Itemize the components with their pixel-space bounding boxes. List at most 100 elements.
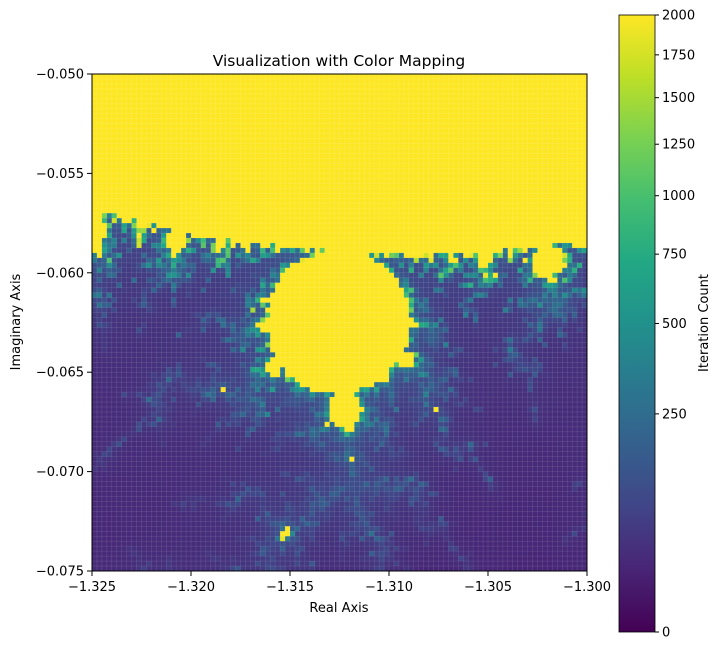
heatmap-cell — [339, 242, 345, 249]
heatmap-cell — [522, 238, 528, 244]
heatmap-cell — [582, 198, 588, 204]
heatmap-cell — [483, 228, 489, 234]
heatmap-cell — [537, 238, 543, 244]
heatmap-cell — [126, 252, 132, 259]
heatmap-cell — [463, 173, 469, 179]
heatmap-cell — [230, 103, 236, 110]
heatmap-cell — [438, 183, 444, 189]
heatmap-cell — [418, 103, 425, 110]
heatmap-cell — [354, 238, 360, 244]
heatmap-cell — [205, 113, 212, 120]
heatmap-cell — [339, 317, 345, 323]
heatmap-cell — [255, 223, 261, 229]
heatmap-cell — [354, 228, 360, 234]
heatmap-cell — [384, 88, 390, 95]
heatmap-cell — [393, 143, 400, 149]
heatmap-cell — [418, 287, 425, 294]
heatmap-cell — [537, 173, 543, 179]
heatmap-cell — [195, 118, 202, 125]
heatmap-cell — [309, 282, 316, 289]
heatmap-cell — [215, 213, 222, 219]
heatmap-cell — [171, 193, 177, 199]
heatmap-cell — [205, 238, 212, 244]
heatmap-cell — [433, 103, 439, 110]
heatmap-cell — [96, 282, 103, 289]
heatmap-cell — [200, 98, 207, 105]
heatmap-cell — [497, 198, 504, 204]
heatmap-cell — [314, 242, 321, 249]
heatmap-cell — [136, 108, 142, 115]
heatmap-cell — [250, 198, 256, 204]
heatmap-cell — [369, 163, 375, 169]
heatmap-cell — [547, 108, 553, 115]
heatmap-cell — [126, 93, 132, 100]
heatmap-cell — [324, 163, 330, 169]
heatmap-cell — [364, 133, 370, 140]
heatmap-cell — [478, 168, 484, 174]
heatmap-cell — [200, 148, 207, 154]
heatmap-cell — [146, 168, 152, 174]
heatmap-cell — [478, 247, 484, 254]
heatmap-cell — [344, 103, 350, 110]
heatmap-cell — [562, 267, 568, 274]
heatmap-cell — [240, 74, 246, 80]
heatmap-cell — [433, 158, 439, 164]
heatmap-cell — [146, 252, 152, 259]
heatmap-cell — [200, 118, 207, 125]
heatmap-cell — [225, 163, 231, 169]
heatmap-cell — [96, 287, 103, 294]
heatmap-cell — [572, 287, 578, 294]
heatmap-cell — [319, 74, 326, 80]
heatmap-cell — [111, 302, 118, 308]
heatmap-cell — [121, 173, 128, 179]
heatmap-cell — [106, 267, 113, 274]
heatmap-cell — [96, 218, 103, 224]
heatmap-cell — [290, 148, 296, 154]
heatmap-cell — [280, 78, 286, 85]
heatmap-cell — [512, 282, 519, 289]
heatmap-cell — [384, 143, 390, 149]
heatmap-cell — [364, 242, 370, 249]
heatmap-cell — [161, 123, 167, 130]
heatmap-cell — [572, 218, 578, 224]
heatmap-cell — [215, 267, 222, 274]
heatmap-cell — [205, 208, 212, 214]
heatmap-cell — [131, 113, 137, 120]
heatmap-cell — [250, 297, 256, 304]
heatmap-cell — [364, 203, 370, 209]
heatmap-cell — [151, 83, 157, 90]
heatmap-cell — [146, 238, 152, 244]
heatmap-cell — [572, 74, 578, 80]
heatmap-cell — [250, 203, 256, 209]
heatmap-cell — [225, 118, 231, 125]
heatmap-cell — [359, 138, 365, 144]
heatmap-cell — [369, 118, 375, 125]
heatmap-cell — [111, 148, 118, 154]
heatmap-cell — [96, 88, 103, 95]
heatmap-cell — [116, 93, 123, 100]
heatmap-cell — [512, 123, 519, 130]
heatmap-cell — [532, 148, 538, 154]
heatmap-cell — [329, 228, 335, 234]
heatmap-cell — [265, 233, 271, 239]
heatmap-cell — [379, 178, 385, 184]
heatmap-cell — [255, 183, 261, 189]
heatmap-cell — [413, 252, 420, 259]
heatmap-cell — [275, 252, 281, 259]
heatmap-cell — [319, 312, 326, 318]
heatmap-cell — [260, 163, 266, 169]
heatmap-cell — [433, 223, 439, 229]
heatmap-cell — [92, 228, 98, 234]
heatmap-cell — [176, 188, 182, 194]
heatmap-cell — [438, 238, 444, 244]
heatmap-cell — [364, 163, 370, 169]
heatmap-cell — [473, 158, 479, 164]
heatmap-cell — [141, 128, 147, 135]
heatmap-cell — [532, 292, 538, 299]
heatmap-cell — [428, 203, 434, 209]
heatmap-cell — [483, 282, 489, 289]
heatmap-cell — [275, 287, 281, 294]
heatmap-cell — [240, 247, 246, 254]
heatmap-cell — [428, 208, 434, 214]
heatmap-cell — [171, 262, 177, 269]
